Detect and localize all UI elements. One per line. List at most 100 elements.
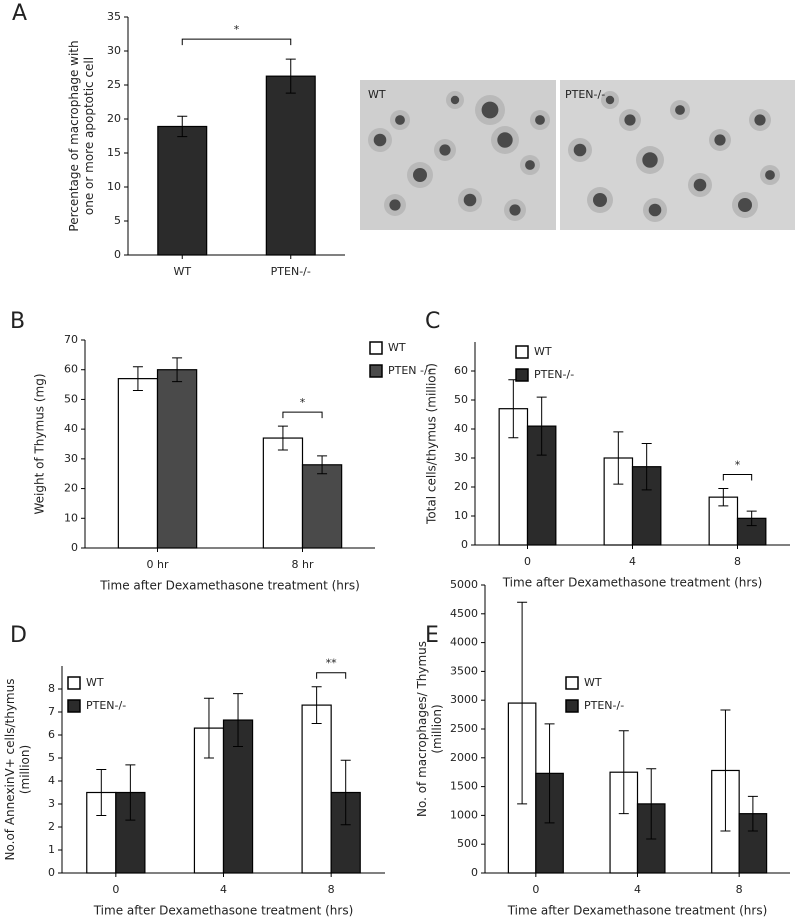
y-tick-label: 35	[107, 10, 121, 23]
panel-letter: C	[425, 309, 440, 334]
y-tick-label: 2000	[450, 751, 478, 764]
error-bar	[618, 730, 629, 815]
significance-bracket	[282, 411, 323, 419]
cell-nucleus	[439, 144, 451, 156]
bar	[301, 704, 332, 874]
bar	[115, 791, 146, 874]
cell-nucleus	[413, 168, 427, 182]
cell-nucleus	[450, 95, 460, 105]
y-tick-label: 3000	[450, 693, 478, 706]
x-tick-label: 0	[524, 555, 531, 568]
cell-nucleus	[535, 115, 545, 125]
bar	[156, 369, 198, 549]
error-bar	[646, 768, 657, 840]
y-tick-label: 2500	[450, 722, 478, 735]
legend-swatch	[67, 699, 81, 713]
legend-label: PTEN-/-	[584, 699, 624, 712]
y-tick-label: 3500	[450, 664, 478, 677]
y-tick-label: 7	[48, 705, 55, 718]
x-tick-label: 4	[220, 883, 227, 896]
y-tick-label: 30	[64, 452, 78, 465]
error-bar	[172, 357, 183, 383]
cell-nucleus	[605, 95, 615, 105]
x-axis-title: Time after Dexamethasone treatment (hrs)	[507, 904, 768, 918]
y-tick-label: 25	[107, 78, 121, 91]
cell-nucleus	[373, 133, 387, 147]
legend-label: WT	[534, 345, 552, 358]
panel-letter: D	[10, 623, 27, 648]
x-tick-label: PTEN-/-	[271, 265, 311, 278]
cell-nucleus	[509, 204, 521, 216]
cell-nucleus	[693, 178, 707, 192]
legend-label: WT	[584, 676, 602, 689]
x-axis-title: Time after Dexamethasone treatment (hrs)	[93, 904, 354, 918]
x-tick-label: 0 hr	[147, 558, 169, 571]
y-tick-label: 40	[454, 422, 468, 435]
error-bar	[718, 487, 729, 507]
y-axis-title-line: (million)	[18, 745, 32, 794]
y-tick-label: 10	[454, 509, 468, 522]
y-tick-label: 50	[454, 393, 468, 406]
x-tick-label: 0	[532, 883, 539, 896]
y-tick-label: 30	[107, 44, 121, 57]
legend-swatch	[515, 345, 529, 359]
y-tick-label: 20	[454, 480, 468, 493]
y-tick-label: 2	[48, 820, 55, 833]
error-bar	[277, 425, 288, 451]
panel-letter: A	[12, 1, 27, 26]
y-tick-label: 50	[64, 392, 78, 405]
y-tick-label: 5	[114, 214, 121, 227]
bar	[157, 125, 208, 256]
x-tick-label: 4	[634, 883, 641, 896]
y-axis-title: Total cells/thymus (million)	[425, 363, 439, 525]
cell-nucleus	[714, 134, 726, 146]
y-tick-label: 3	[48, 797, 55, 810]
bar	[117, 378, 159, 549]
error-bar	[177, 115, 188, 138]
y-tick-label: 4	[48, 774, 55, 787]
y-tick-label: 6	[48, 728, 55, 741]
y-tick-label: 0	[71, 541, 78, 554]
error-bar	[132, 366, 143, 392]
error-bar	[311, 686, 322, 724]
panel-letter: E	[425, 623, 439, 648]
y-tick-label: 10	[107, 180, 121, 193]
legend-label: PTEN-/-	[86, 699, 126, 712]
y-tick-label: 0	[471, 866, 478, 879]
cell-nucleus	[675, 105, 685, 115]
legend-label: PTEN-/-	[534, 368, 574, 381]
y-axis-title-line: (million)	[430, 704, 444, 753]
error-bar	[317, 455, 328, 475]
significance-bracket	[722, 473, 753, 481]
y-tick-label: 1000	[450, 808, 478, 821]
error-bar	[233, 693, 244, 747]
cell-nucleus	[642, 152, 658, 168]
y-tick-label: 5000	[450, 578, 478, 591]
image-label: PTEN-/-	[565, 88, 605, 101]
y-axis-title-line: No. of macrophages/ Thymus	[415, 641, 429, 817]
y-axis-title: Weight of Thymus (mg)	[33, 373, 47, 514]
legend-swatch	[369, 341, 383, 355]
y-tick-label: 15	[107, 146, 121, 159]
significance-label: *	[234, 23, 240, 36]
bar	[301, 464, 343, 549]
cell-nucleus	[463, 193, 477, 207]
y-axis-title: No.of AnnexinV+ cells/thymus (million)	[3, 679, 32, 861]
legend-swatch	[515, 368, 529, 382]
y-tick-label: 500	[457, 837, 478, 850]
cell-nucleus	[395, 115, 405, 125]
error-bar	[536, 396, 547, 456]
error-bar	[517, 601, 528, 805]
legend-swatch	[369, 364, 383, 378]
y-axis-title-line: one or more apoptotic cell	[82, 57, 96, 215]
y-tick-label: 1500	[450, 780, 478, 793]
cell-nucleus	[738, 198, 752, 212]
cell-nucleus	[648, 203, 662, 217]
cell-nucleus	[573, 143, 587, 157]
x-tick-label: WT	[173, 265, 191, 278]
error-bar	[613, 431, 624, 485]
y-axis-title: No. of macrophages/ Thymus (million)	[415, 641, 444, 817]
x-tick-label: 0	[112, 883, 119, 896]
legend-swatch	[67, 676, 81, 690]
